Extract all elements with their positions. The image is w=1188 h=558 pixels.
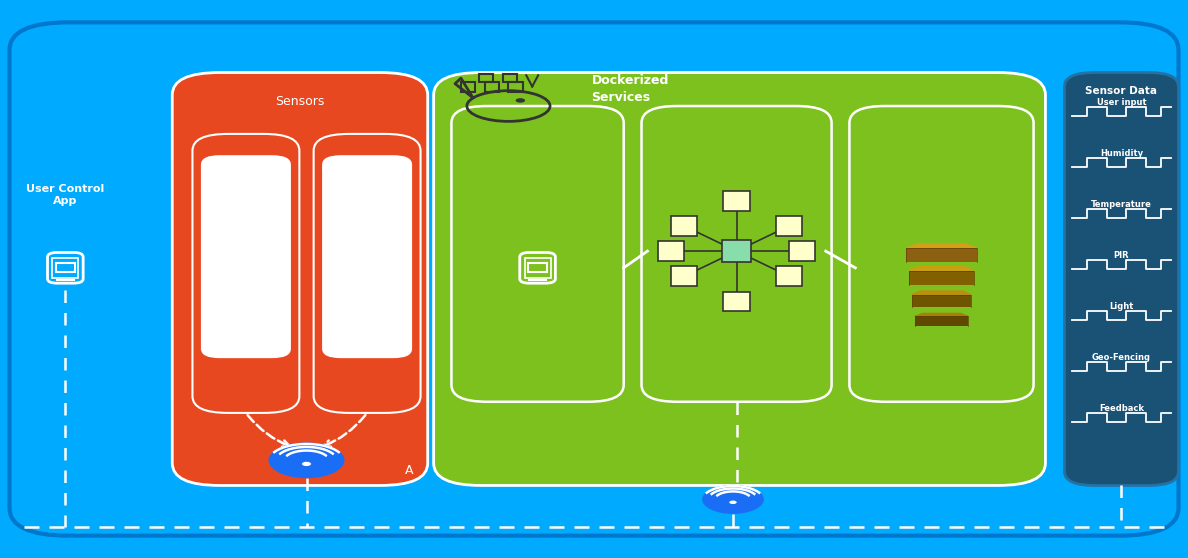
FancyBboxPatch shape	[909, 271, 974, 285]
Text: Humidity: Humidity	[1100, 149, 1143, 158]
FancyBboxPatch shape	[723, 191, 750, 210]
Text: Micro Services: Micro Services	[498, 123, 577, 133]
Text: Temperature: Temperature	[1091, 200, 1152, 209]
Text: Geo-Fencing: Geo-Fencing	[1092, 353, 1151, 362]
Text: Feedback: Feedback	[1099, 404, 1144, 413]
Text: IR Tx: IR Tx	[352, 167, 383, 177]
FancyBboxPatch shape	[722, 240, 752, 262]
FancyBboxPatch shape	[202, 156, 290, 357]
FancyBboxPatch shape	[849, 106, 1034, 402]
FancyBboxPatch shape	[1064, 73, 1178, 485]
Text: Sensors: Sensors	[276, 95, 324, 108]
FancyBboxPatch shape	[172, 73, 428, 485]
Text: User Control
App: User Control App	[26, 185, 105, 206]
FancyBboxPatch shape	[434, 73, 1045, 485]
FancyBboxPatch shape	[723, 291, 750, 311]
Text: Sensor Data: Sensor Data	[1086, 86, 1157, 97]
Circle shape	[729, 501, 737, 504]
Polygon shape	[912, 291, 972, 295]
FancyBboxPatch shape	[642, 106, 832, 402]
Text: A: A	[405, 464, 413, 477]
Text: ESP8266: ESP8266	[225, 336, 267, 346]
Polygon shape	[905, 244, 977, 248]
FancyBboxPatch shape	[915, 316, 968, 326]
Text: MQTT Broker: MQTT Broker	[696, 123, 777, 133]
Polygon shape	[915, 314, 968, 316]
Text: PIR: PIR	[1113, 251, 1130, 260]
Text: Light: Light	[1110, 302, 1133, 311]
FancyBboxPatch shape	[912, 295, 972, 307]
Circle shape	[268, 442, 345, 478]
FancyBboxPatch shape	[323, 156, 411, 357]
Text: User input: User input	[1097, 98, 1146, 107]
FancyBboxPatch shape	[451, 106, 624, 402]
FancyBboxPatch shape	[671, 216, 697, 235]
FancyBboxPatch shape	[905, 248, 977, 262]
Circle shape	[516, 98, 525, 103]
FancyBboxPatch shape	[10, 22, 1178, 536]
FancyBboxPatch shape	[789, 241, 815, 261]
FancyBboxPatch shape	[776, 267, 802, 286]
Text: PIR: PIR	[235, 167, 257, 177]
Circle shape	[302, 462, 311, 466]
Text: Adaptive
Learning
Engine: Adaptive Learning Engine	[914, 123, 969, 157]
FancyBboxPatch shape	[192, 134, 299, 413]
Circle shape	[702, 485, 764, 514]
FancyBboxPatch shape	[671, 267, 697, 286]
FancyBboxPatch shape	[658, 241, 684, 261]
Polygon shape	[909, 266, 974, 271]
Text: DHT: DHT	[356, 223, 378, 233]
Text: Photoresis: Photoresis	[221, 223, 271, 233]
Text: ESP8266: ESP8266	[346, 336, 388, 346]
FancyBboxPatch shape	[776, 216, 802, 235]
FancyBboxPatch shape	[314, 134, 421, 413]
Text: Dockerized
Services: Dockerized Services	[592, 74, 669, 104]
